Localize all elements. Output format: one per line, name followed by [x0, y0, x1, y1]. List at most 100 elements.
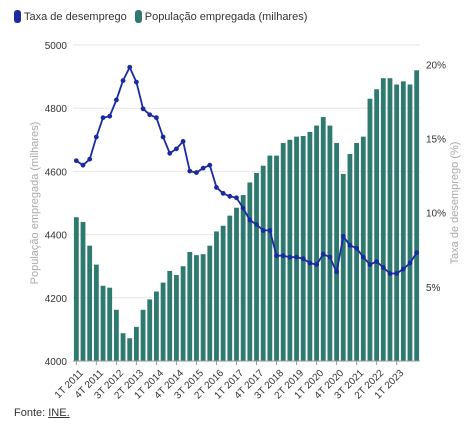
- unemployment-point: [87, 156, 93, 162]
- unemployment-point: [174, 146, 179, 152]
- unemployment-point: [380, 265, 386, 270]
- y-right-tick-label: 5%: [426, 283, 441, 294]
- unemployment-point: [387, 271, 393, 276]
- unemployment-point: [287, 254, 293, 260]
- bar: [100, 285, 106, 361]
- bar: [220, 225, 226, 361]
- unemployment-point: [73, 158, 79, 164]
- bar: [174, 275, 179, 361]
- bar: [347, 154, 353, 361]
- bar: [80, 221, 86, 361]
- y-right-tick-label: 15%: [426, 134, 446, 145]
- legend-label-employed: População empregada (milhares): [144, 10, 308, 23]
- unemployment-point: [147, 112, 153, 118]
- unemployment-point: [187, 168, 193, 174]
- bar: [107, 287, 113, 361]
- unemployment-point: [347, 242, 353, 248]
- unemployment-point: [374, 259, 380, 265]
- unemployment-point: [414, 250, 420, 256]
- bar: [374, 89, 380, 362]
- bar: [167, 270, 173, 361]
- unemployment-point: [113, 97, 119, 103]
- bar: [87, 245, 93, 361]
- source-link[interactable]: INE.: [48, 407, 70, 419]
- bar: [240, 195, 246, 361]
- bar: [414, 70, 420, 361]
- y-left-tick-label: 4000: [45, 357, 68, 368]
- unemployment-point: [127, 64, 133, 70]
- unemployment-point: [260, 228, 266, 233]
- unemployment-point: [100, 115, 106, 121]
- y-left-tick-label: 5000: [45, 41, 68, 52]
- bar: [314, 125, 319, 361]
- unemployment-point: [214, 185, 219, 190]
- unemployment-point: [334, 269, 339, 275]
- unemployment-point: [400, 266, 406, 272]
- legend-label-unemployment: Taxa de desemprego: [24, 10, 127, 23]
- bar: [287, 139, 293, 361]
- unemployment-point: [267, 228, 273, 233]
- bar: [127, 338, 133, 361]
- bar: [214, 231, 219, 361]
- unemployment-point: [220, 190, 226, 196]
- unemployment-point: [314, 262, 319, 267]
- y-left-axis-title: População empregada (milhares): [29, 122, 41, 285]
- legend-item-unemployment[interactable]: Taxa de desemprego: [14, 10, 127, 23]
- y-right-tick-label: 20%: [426, 60, 446, 71]
- y-left-tick-label: 4600: [45, 167, 68, 178]
- bar: [194, 255, 199, 361]
- unemployment-point: [120, 78, 126, 84]
- bar: [354, 142, 360, 361]
- unemployment-point: [154, 115, 159, 121]
- bar: [367, 98, 373, 361]
- bar: [113, 309, 119, 361]
- unemployment-point: [280, 253, 286, 259]
- y-left-tick-label: 4800: [45, 104, 68, 115]
- bar: [387, 78, 393, 362]
- unemployment-point: [307, 260, 313, 266]
- legend-item-employed[interactable]: População empregada (milhares): [134, 10, 308, 23]
- bar: [260, 165, 266, 361]
- unemployment-point: [167, 150, 173, 156]
- unemployment-point: [274, 253, 279, 259]
- unemployment-point: [360, 254, 366, 260]
- bar: [147, 299, 153, 361]
- bar: [274, 155, 279, 361]
- unemployment-point: [133, 79, 139, 85]
- y-left-tick-label: 4200: [45, 294, 68, 305]
- bar: [327, 125, 333, 361]
- unemployment-point: [160, 134, 166, 140]
- unemployment-point: [180, 139, 186, 144]
- bar: [234, 207, 239, 361]
- bar: [394, 84, 400, 361]
- bar: [267, 155, 273, 361]
- bar: [133, 326, 139, 361]
- unemployment-point: [240, 205, 246, 211]
- bar: [247, 182, 253, 361]
- bar: [320, 117, 326, 361]
- y-right-tick-label: 10%: [426, 209, 446, 220]
- unemployment-point: [194, 170, 199, 175]
- bar: [360, 136, 366, 361]
- unemployment-point: [93, 134, 99, 140]
- bar: [154, 291, 159, 361]
- bar: [227, 215, 233, 361]
- unemployment-point: [367, 262, 373, 267]
- unemployment-point: [294, 254, 299, 260]
- bar: [380, 78, 386, 362]
- bar: [200, 254, 206, 361]
- bar: [93, 264, 99, 361]
- bar: [280, 142, 286, 361]
- source-prefix: Fonte:: [14, 407, 46, 419]
- bar: [307, 131, 313, 361]
- unemployment-point: [300, 256, 306, 262]
- unemployment-point: [207, 162, 213, 168]
- bar: [400, 81, 406, 361]
- unemployment-point: [354, 245, 360, 251]
- legend-swatch-unemployment: [14, 10, 21, 23]
- unemployment-point: [254, 222, 259, 227]
- unemployment-point: [80, 162, 86, 168]
- bar: [207, 245, 213, 361]
- unemployment-point: [394, 271, 400, 276]
